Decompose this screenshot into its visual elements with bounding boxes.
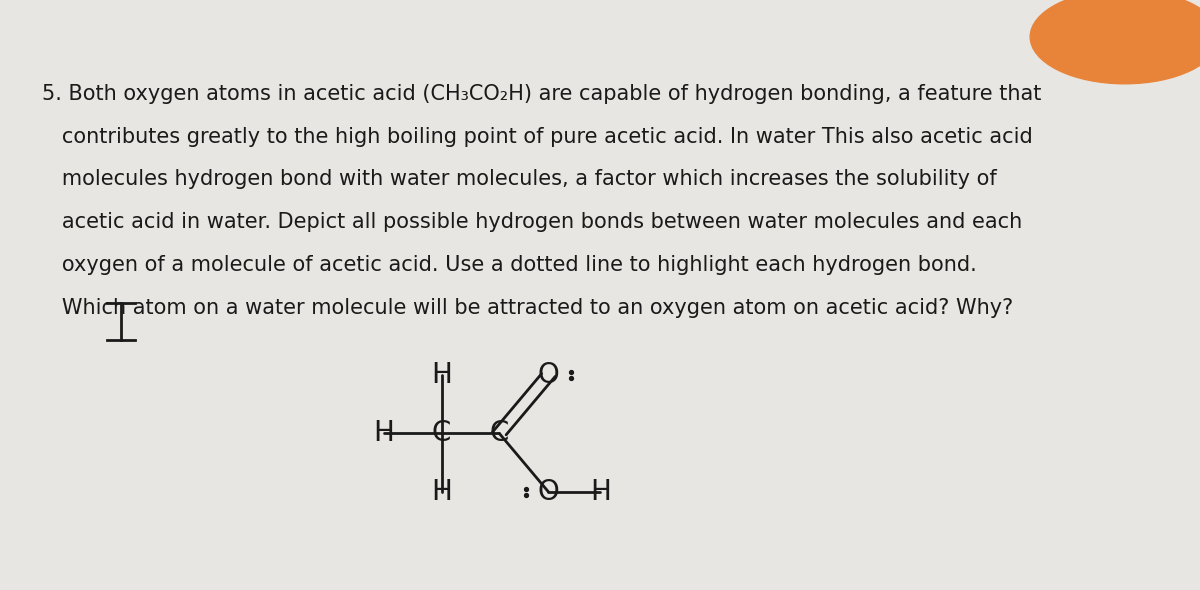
Text: molecules hydrogen bond with water molecules, a factor which increases the solub: molecules hydrogen bond with water molec… — [42, 169, 997, 189]
Text: C: C — [490, 419, 509, 447]
Text: oxygen of a molecule of acetic acid. Use a dotted line to highlight each hydroge: oxygen of a molecule of acetic acid. Use… — [42, 255, 977, 275]
Text: O: O — [538, 478, 559, 506]
Text: O: O — [538, 361, 559, 389]
Text: H: H — [373, 419, 394, 447]
Text: acetic acid in water. Depict all possible hydrogen bonds between water molecules: acetic acid in water. Depict all possibl… — [42, 212, 1022, 232]
Text: H: H — [431, 361, 452, 389]
Text: H: H — [431, 478, 452, 506]
Text: Which atom on a water molecule will be attracted to an oxygen atom on acetic aci: Which atom on a water molecule will be a… — [42, 298, 1013, 318]
Text: H: H — [590, 478, 611, 506]
Text: C: C — [432, 419, 451, 447]
Text: contributes greatly to the high boiling point of pure acetic acid. In water This: contributes greatly to the high boiling … — [42, 127, 1033, 146]
Circle shape — [1030, 0, 1200, 84]
Text: 5. Both oxygen atoms in acetic acid (CH₃CO₂H) are capable of hydrogen bonding, a: 5. Both oxygen atoms in acetic acid (CH₃… — [42, 84, 1042, 104]
